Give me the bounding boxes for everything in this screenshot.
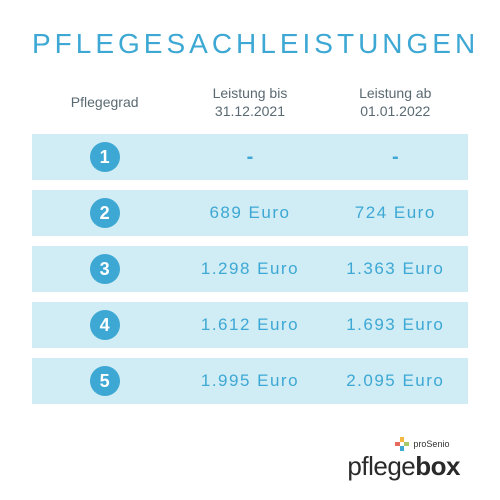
header-before-line1: Leistung bis xyxy=(213,84,288,102)
cell-value: 1.995 Euro xyxy=(177,370,322,392)
grade-cell: 2 xyxy=(32,198,177,228)
cell-value: 2.095 Euro xyxy=(323,370,468,392)
table-row: 1 - - xyxy=(32,134,468,180)
table-header-row: Pflegegrad Leistung bis 31.12.2021 Leist… xyxy=(32,84,468,120)
grade-badge: 1 xyxy=(90,142,120,172)
logo-subtext: proSenio xyxy=(413,439,449,449)
header-after-line2: 01.01.2022 xyxy=(360,102,430,120)
page-title: PFLEGESACHLEISTUNGEN xyxy=(32,28,468,60)
after-cell: 2.095 Euro xyxy=(323,370,468,392)
after-cell: 1.693 Euro xyxy=(323,314,468,336)
cell-value: 1.612 Euro xyxy=(177,314,322,336)
after-cell: 1.363 Euro xyxy=(323,258,468,280)
brand-logo: proSenio pflegebox xyxy=(347,437,460,482)
logo-top-row: proSenio xyxy=(395,437,449,451)
after-cell: 724 Euro xyxy=(323,202,468,224)
grade-cell: 5 xyxy=(32,366,177,396)
grade-cell: 1 xyxy=(32,142,177,172)
before-cell: 1.612 Euro xyxy=(177,314,322,336)
grade-cell: 3 xyxy=(32,254,177,284)
cell-value: 724 Euro xyxy=(323,202,468,224)
cell-value: 1.298 Euro xyxy=(177,258,322,280)
logo-main-text: pflegebox xyxy=(347,451,460,482)
cell-value: 1.363 Euro xyxy=(323,258,468,280)
cell-value: - xyxy=(247,144,254,170)
header-before-line2: 31.12.2021 xyxy=(215,102,285,120)
logo-bold: box xyxy=(415,451,460,481)
grade-badge: 4 xyxy=(90,310,120,340)
plus-cross-icon xyxy=(395,437,409,451)
before-cell: 1.995 Euro xyxy=(177,370,322,392)
before-cell: 689 Euro xyxy=(177,202,322,224)
table-row: 5 1.995 Euro 2.095 Euro xyxy=(32,358,468,404)
table-row: 2 689 Euro 724 Euro xyxy=(32,190,468,236)
column-header-before: Leistung bis 31.12.2021 xyxy=(177,84,322,120)
grade-cell: 4 xyxy=(32,310,177,340)
grade-badge: 2 xyxy=(90,198,120,228)
after-cell: - xyxy=(323,144,468,170)
cell-value: 1.693 Euro xyxy=(323,314,468,336)
cell-value: - xyxy=(392,144,399,170)
cell-value: 689 Euro xyxy=(177,202,322,224)
header-after-line1: Leistung ab xyxy=(359,84,431,102)
column-header-grade: Pflegegrad xyxy=(32,84,177,120)
before-cell: - xyxy=(177,144,322,170)
table-row: 3 1.298 Euro 1.363 Euro xyxy=(32,246,468,292)
grade-badge: 3 xyxy=(90,254,120,284)
table-row: 4 1.612 Euro 1.693 Euro xyxy=(32,302,468,348)
benefits-table: Pflegegrad Leistung bis 31.12.2021 Leist… xyxy=(32,84,468,404)
before-cell: 1.298 Euro xyxy=(177,258,322,280)
logo-light: pflege xyxy=(347,451,415,481)
column-header-after: Leistung ab 01.01.2022 xyxy=(323,84,468,120)
grade-badge: 5 xyxy=(90,366,120,396)
